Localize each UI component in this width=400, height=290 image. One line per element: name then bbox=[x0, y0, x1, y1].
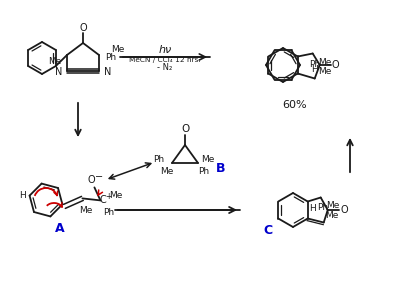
Text: Me: Me bbox=[79, 206, 92, 215]
Text: A: A bbox=[55, 222, 65, 235]
Text: - N₂: - N₂ bbox=[157, 64, 173, 72]
Text: O: O bbox=[88, 175, 95, 185]
Text: Ph: Ph bbox=[198, 168, 210, 177]
Text: Me: Me bbox=[109, 191, 122, 200]
Text: Ph: Ph bbox=[106, 52, 116, 61]
Text: Me: Me bbox=[318, 58, 332, 67]
Text: Me: Me bbox=[318, 67, 332, 76]
Text: Ph: Ph bbox=[103, 208, 114, 217]
Text: −: − bbox=[95, 172, 104, 182]
Text: Me: Me bbox=[48, 57, 62, 66]
Text: H: H bbox=[19, 191, 26, 200]
Text: B: B bbox=[216, 162, 226, 175]
Text: Me: Me bbox=[325, 211, 338, 220]
Text: N: N bbox=[104, 67, 111, 77]
Text: H: H bbox=[311, 65, 318, 74]
Text: H: H bbox=[309, 204, 316, 213]
Text: O: O bbox=[341, 205, 348, 215]
Text: Ph: Ph bbox=[154, 155, 164, 164]
Text: C: C bbox=[99, 195, 106, 205]
Text: C: C bbox=[264, 224, 272, 237]
Text: O: O bbox=[79, 23, 87, 33]
Text: +: + bbox=[105, 192, 112, 201]
Text: N: N bbox=[55, 67, 62, 77]
Text: Me: Me bbox=[201, 155, 215, 164]
Text: Me: Me bbox=[111, 44, 124, 53]
Text: Ph: Ph bbox=[317, 203, 328, 212]
Text: MeCN / CCl₄ 12 hrs.: MeCN / CCl₄ 12 hrs. bbox=[129, 57, 201, 63]
Text: hν: hν bbox=[158, 45, 172, 55]
Text: O: O bbox=[181, 124, 189, 134]
Text: Me: Me bbox=[326, 201, 340, 210]
Text: Ph: Ph bbox=[309, 60, 320, 69]
Text: Me: Me bbox=[160, 168, 174, 177]
Text: O: O bbox=[332, 60, 340, 70]
Text: 60%: 60% bbox=[282, 100, 307, 110]
